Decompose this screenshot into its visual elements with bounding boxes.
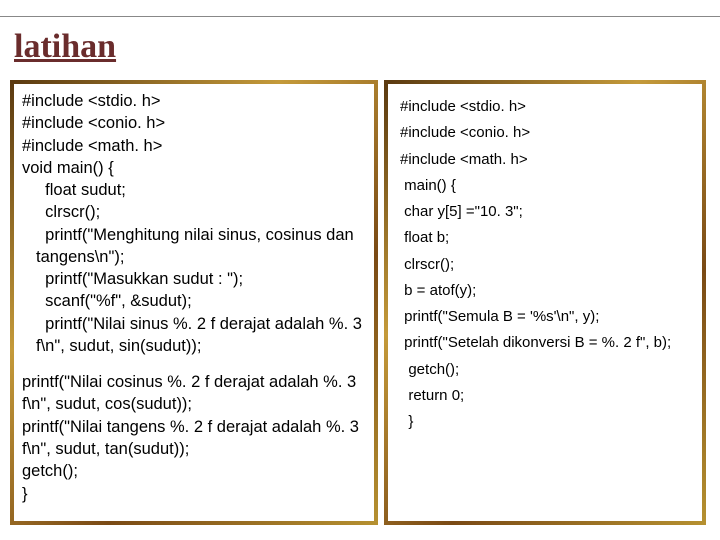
top-rule — [0, 16, 720, 17]
code-line: getch(); — [400, 357, 690, 383]
code-line: scanf("%f", &sudut); — [22, 290, 366, 312]
code-line: #include <conio. h> — [22, 112, 366, 134]
code-line: printf("Nilai tangens %. 2 f derajat ada… — [22, 416, 366, 461]
code-line: float b; — [400, 225, 690, 251]
page-title: latihan — [14, 28, 116, 66]
code-line: printf("Semula B = '%s'\n", y); — [400, 304, 690, 330]
code-panel-right: #include <stdio. h> #include <conio. h> … — [384, 80, 706, 525]
code-line: #include <conio. h> — [400, 120, 690, 146]
code-line: b = atof(y); — [400, 278, 690, 304]
code-line: #include <stdio. h> — [400, 94, 690, 120]
code-line: printf("Nilai cosinus %. 2 f derajat ada… — [22, 371, 366, 416]
code-line: printf("Masukkan sudut : "); — [22, 268, 366, 290]
code-line: #include <math. h> — [400, 147, 690, 173]
panels-container: #include <stdio. h> #include <conio. h> … — [10, 80, 710, 525]
code-panel-left: #include <stdio. h> #include <conio. h> … — [10, 80, 378, 525]
code-line: char y[5] ="10. 3"; — [400, 199, 690, 225]
code-line: clrscr(); — [400, 252, 690, 278]
code-line: return 0; — [400, 383, 690, 409]
code-line: float sudut; — [22, 179, 366, 201]
code-line: main() { — [400, 173, 690, 199]
code-line: printf("Setelah dikonversi B = %. 2 f", … — [400, 330, 690, 356]
code-line: clrscr(); — [22, 201, 366, 223]
code-line: } — [22, 483, 366, 505]
code-line: #include <stdio. h> — [22, 90, 366, 112]
blank-line — [22, 357, 366, 371]
code-line: getch(); — [22, 460, 366, 482]
code-line: } — [400, 409, 690, 435]
code-line: void main() { — [22, 157, 366, 179]
code-line: #include <math. h> — [22, 135, 366, 157]
code-line: printf("Nilai sinus %. 2 f derajat adala… — [22, 313, 366, 358]
code-line: printf("Menghitung nilai sinus, cosinus … — [22, 224, 366, 269]
